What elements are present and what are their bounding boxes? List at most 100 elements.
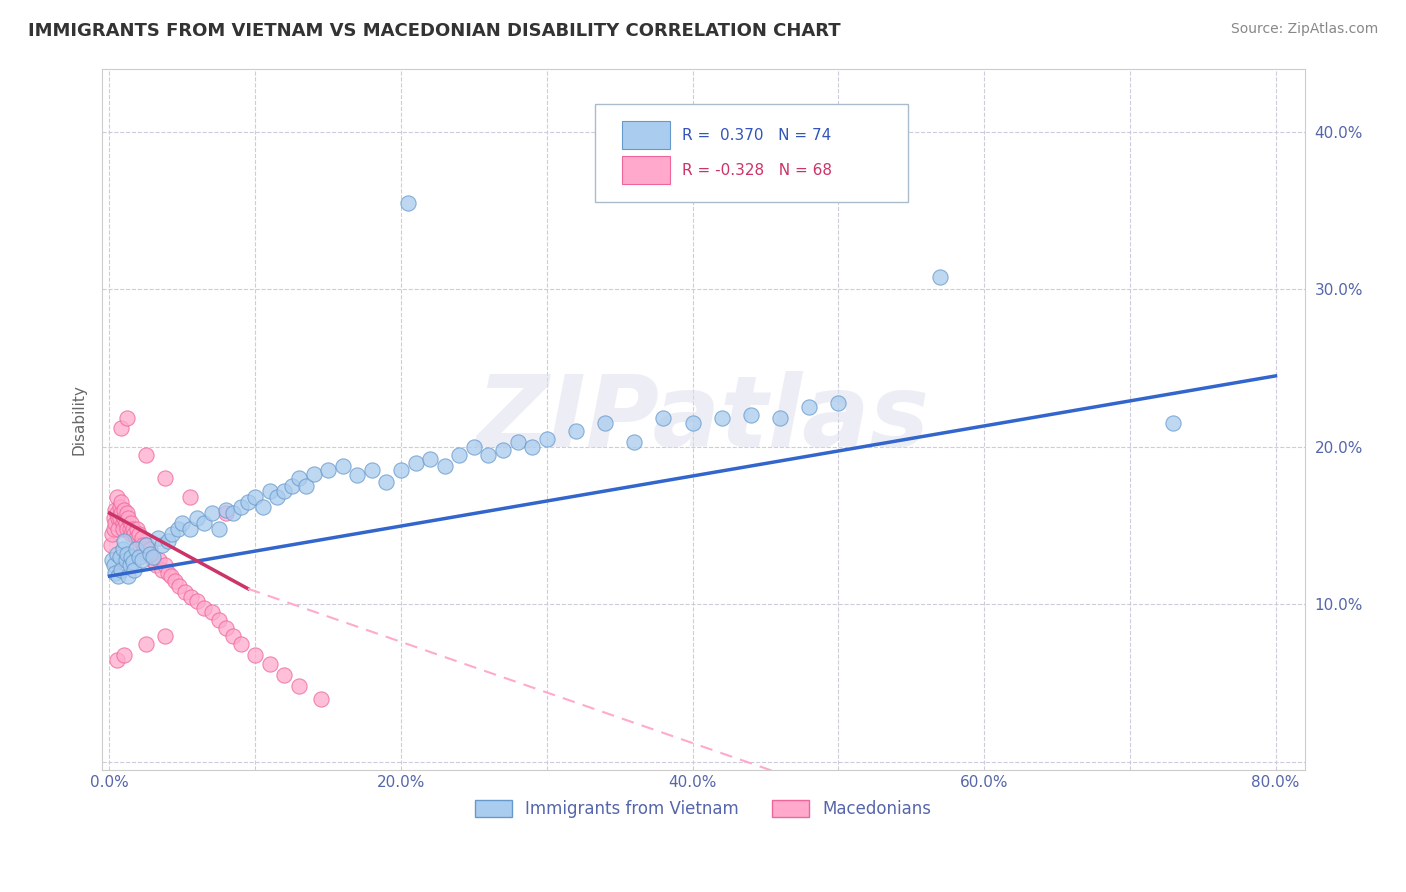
- Point: [186, 510, 208, 524]
- Point: [215, 506, 238, 520]
- Point: [159, 569, 181, 583]
- Point: [103, 522, 125, 536]
- Point: [165, 574, 187, 588]
- Point: [117, 569, 139, 583]
- Point: [222, 629, 245, 643]
- Point: [124, 526, 146, 541]
- Point: [120, 526, 142, 541]
- Point: [150, 563, 173, 577]
- Point: [120, 550, 142, 565]
- Point: [139, 547, 162, 561]
- Point: [129, 538, 152, 552]
- Point: [236, 495, 259, 509]
- Point: [332, 458, 354, 473]
- Point: [120, 516, 142, 530]
- Point: [477, 448, 499, 462]
- Point: [375, 475, 398, 489]
- Point: [200, 606, 222, 620]
- Point: [405, 456, 427, 470]
- Legend: Immigrants from Vietnam, Macedonians: Immigrants from Vietnam, Macedonians: [468, 793, 938, 825]
- Point: [101, 526, 124, 541]
- Point: [148, 553, 170, 567]
- Point: [139, 542, 162, 557]
- Point: [136, 547, 159, 561]
- Point: [302, 467, 325, 481]
- Point: [110, 563, 132, 577]
- Point: [128, 550, 150, 565]
- Point: [396, 195, 419, 210]
- Point: [127, 522, 149, 536]
- FancyBboxPatch shape: [621, 121, 669, 149]
- Point: [103, 510, 125, 524]
- Point: [105, 547, 128, 561]
- Point: [156, 534, 179, 549]
- Point: [169, 578, 191, 592]
- Point: [288, 680, 311, 694]
- Point: [104, 566, 127, 580]
- Point: [252, 500, 274, 514]
- Text: ZIPatlas: ZIPatlas: [477, 371, 929, 467]
- Point: [245, 490, 267, 504]
- Point: [360, 463, 382, 477]
- Point: [797, 401, 820, 415]
- Point: [433, 458, 456, 473]
- Point: [215, 503, 238, 517]
- Point: [124, 563, 146, 577]
- Point: [132, 538, 155, 552]
- Point: [506, 435, 529, 450]
- Point: [179, 522, 201, 536]
- Point: [150, 538, 173, 552]
- Point: [107, 569, 129, 583]
- Point: [929, 269, 952, 284]
- Text: Source: ZipAtlas.com: Source: ZipAtlas.com: [1230, 22, 1378, 37]
- Point: [536, 432, 558, 446]
- Point: [115, 506, 138, 520]
- Point: [652, 411, 675, 425]
- Point: [259, 657, 281, 672]
- Point: [463, 440, 485, 454]
- Point: [623, 435, 645, 450]
- Point: [131, 531, 153, 545]
- Point: [492, 442, 515, 457]
- Point: [107, 510, 129, 524]
- Point: [111, 522, 134, 536]
- Point: [172, 516, 194, 530]
- Point: [118, 558, 141, 572]
- Text: R = -0.328   N = 68: R = -0.328 N = 68: [682, 162, 832, 178]
- Point: [142, 550, 165, 565]
- Point: [135, 637, 157, 651]
- Point: [114, 516, 136, 530]
- Point: [128, 526, 150, 541]
- Point: [156, 566, 179, 580]
- Point: [153, 558, 176, 572]
- Point: [193, 600, 215, 615]
- Point: [115, 522, 138, 536]
- Point: [153, 629, 176, 643]
- Y-axis label: Disability: Disability: [72, 384, 86, 455]
- Point: [682, 416, 704, 430]
- Point: [186, 594, 208, 608]
- Point: [118, 522, 141, 536]
- Point: [101, 553, 124, 567]
- Point: [229, 500, 252, 514]
- Point: [107, 522, 129, 536]
- Point: [193, 516, 215, 530]
- Point: [135, 538, 157, 552]
- Point: [135, 538, 157, 552]
- Point: [280, 479, 302, 493]
- Point: [449, 448, 471, 462]
- Point: [131, 553, 153, 567]
- Point: [108, 510, 131, 524]
- Point: [121, 555, 143, 569]
- Point: [208, 522, 231, 536]
- FancyBboxPatch shape: [595, 103, 908, 202]
- Point: [419, 452, 441, 467]
- Point: [108, 500, 131, 514]
- Point: [288, 471, 311, 485]
- FancyBboxPatch shape: [621, 156, 669, 185]
- Point: [565, 424, 588, 438]
- Point: [295, 479, 318, 493]
- Point: [160, 526, 183, 541]
- Point: [111, 542, 134, 557]
- Point: [134, 542, 156, 557]
